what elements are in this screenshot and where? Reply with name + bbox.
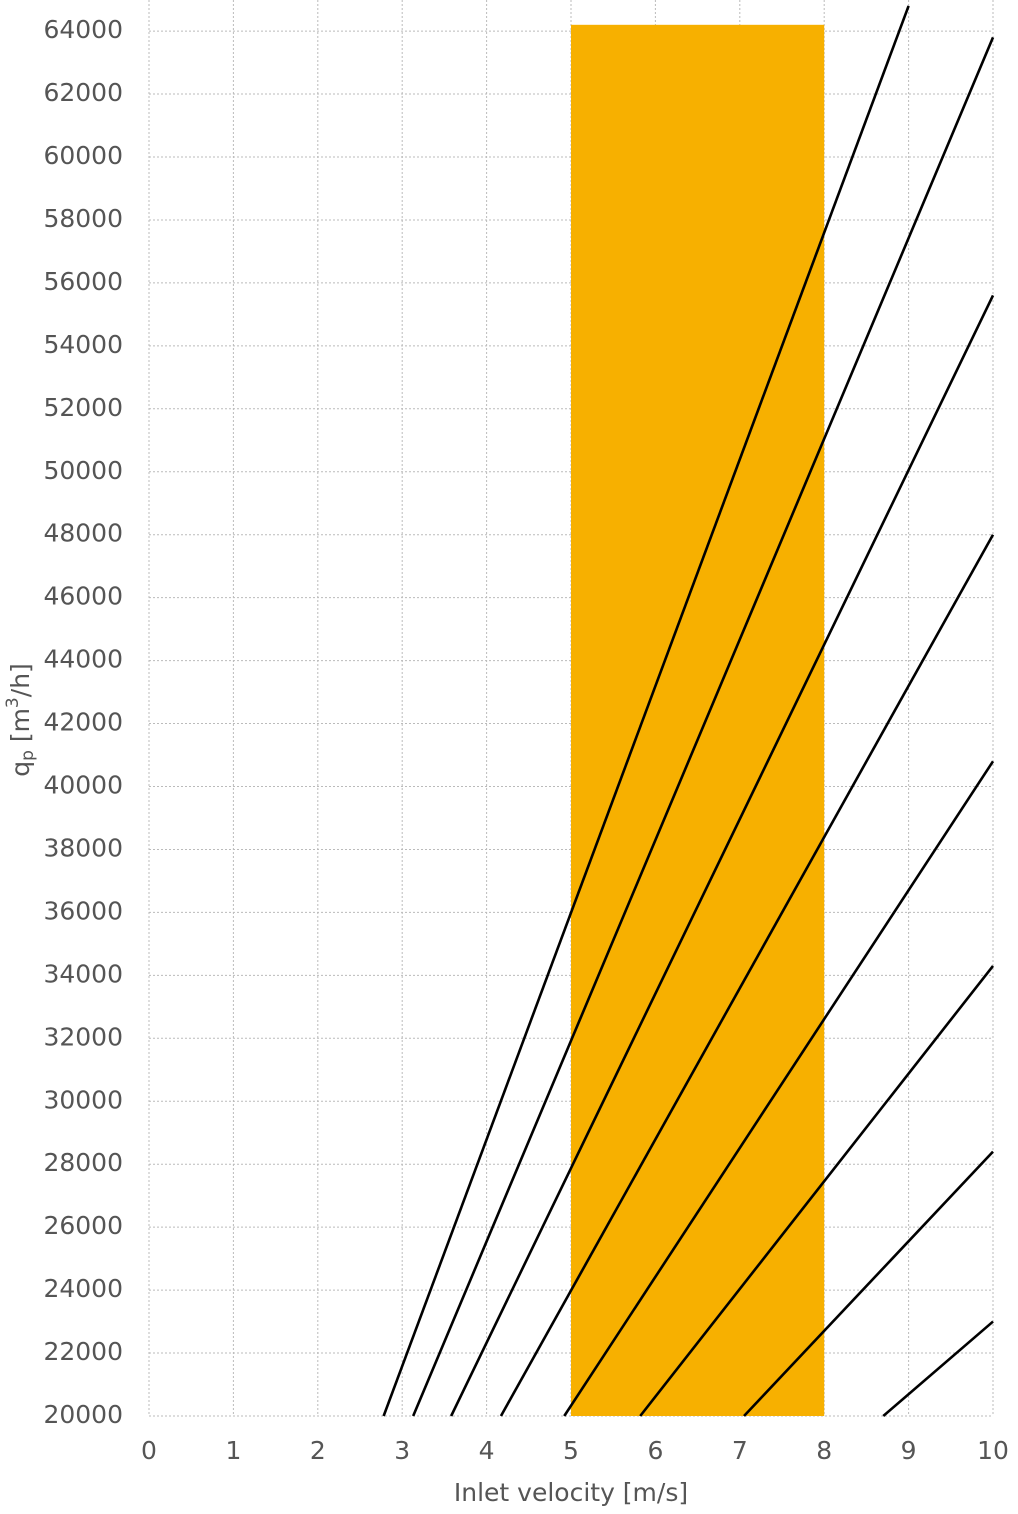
y-tick-label: 60000 [43, 141, 123, 170]
y-tick-label: 40000 [43, 771, 123, 800]
y-tick-label: 22000 [43, 1337, 123, 1366]
y-tick-label: 26000 [43, 1211, 123, 1240]
line [499, 534, 995, 1417]
y-tick-label: 48000 [43, 519, 123, 548]
y-tick-label: 20000 [43, 1400, 123, 1429]
line [382, 5, 910, 1417]
x-tick-label: 7 [732, 1436, 748, 1465]
x-tick-label: 3 [394, 1436, 410, 1465]
y-tick-label: 46000 [43, 582, 123, 611]
x-tick-label: 4 [479, 1436, 495, 1465]
x-tick-label: 2 [310, 1436, 326, 1465]
y-tick-label: 34000 [43, 959, 123, 988]
y-tick-label: 44000 [43, 645, 123, 674]
y-tick-label: 28000 [43, 1148, 123, 1177]
y-tick-label: 56000 [43, 267, 123, 296]
y-tick-label: 58000 [43, 204, 123, 233]
x-tick-label: 0 [141, 1436, 157, 1465]
x-tick-label: 6 [647, 1436, 663, 1465]
y-tick-label: 62000 [43, 78, 123, 107]
y-tick-label: 50000 [43, 456, 123, 485]
y-label-sub: p [18, 750, 38, 761]
x-axis-label: Inlet velocity [m/s] [454, 1478, 688, 1507]
x-tick-label: 9 [901, 1436, 917, 1465]
y-label-part: /h] [6, 663, 35, 697]
y-tick-label: 38000 [43, 833, 123, 862]
line [639, 965, 995, 1417]
y-tick-label: 52000 [43, 393, 123, 422]
y-tick-label: 30000 [43, 1085, 123, 1114]
velocity-band [571, 24, 825, 1416]
y-tick-label: 42000 [43, 708, 123, 737]
line [882, 1320, 994, 1417]
y-tick-label: 24000 [43, 1274, 123, 1303]
y-label-part: q [6, 761, 35, 777]
line [743, 1150, 994, 1417]
x-tick-label: 8 [816, 1436, 832, 1465]
line [563, 760, 995, 1417]
x-tick-label: 10 [977, 1436, 1009, 1465]
line [449, 294, 995, 1417]
y-tick-label: 54000 [43, 330, 123, 359]
y-axis-label: qp [m3/h] [3, 663, 38, 777]
y-label-sup: 3 [3, 697, 23, 708]
x-tick-label: 1 [225, 1436, 241, 1465]
y-tick-label: 64000 [43, 15, 123, 44]
x-tick-label: 5 [563, 1436, 579, 1465]
y-label-part: [m [6, 708, 35, 750]
y-tick-label: 36000 [43, 896, 123, 925]
y-tick-label: 32000 [43, 1022, 123, 1051]
line [411, 36, 995, 1417]
